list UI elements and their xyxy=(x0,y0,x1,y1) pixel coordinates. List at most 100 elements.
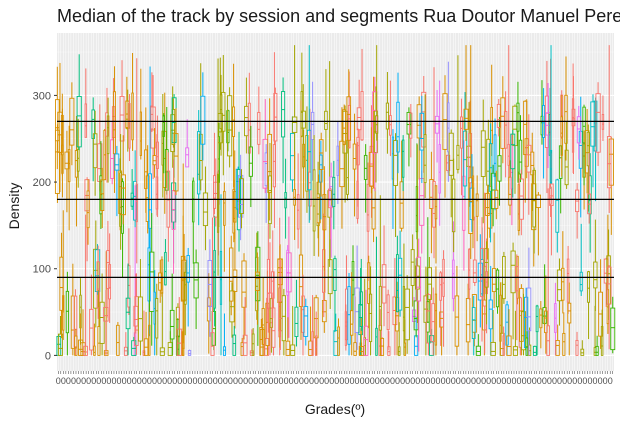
boxplot xyxy=(500,76,506,164)
box xyxy=(281,295,287,342)
boxplot xyxy=(322,166,327,271)
box xyxy=(106,250,110,289)
box xyxy=(150,105,154,130)
boxplot xyxy=(149,213,155,346)
box xyxy=(321,300,327,323)
x-tick-label: 0 xyxy=(370,376,375,386)
boxplot xyxy=(315,311,318,356)
x-tick-label: 0 xyxy=(218,376,223,386)
box xyxy=(285,340,291,356)
boxplot xyxy=(375,236,378,356)
boxplot xyxy=(381,225,387,327)
x-tick-label: 0 xyxy=(603,376,608,386)
boxplot xyxy=(57,315,64,356)
boxplot xyxy=(159,292,165,356)
boxplot xyxy=(313,294,319,356)
boxplot xyxy=(170,86,176,168)
boxplot xyxy=(187,349,192,356)
boxplot xyxy=(103,128,107,181)
boxplot xyxy=(270,230,275,319)
boxplot xyxy=(546,188,550,356)
box xyxy=(495,269,500,308)
x-tick-label: 0 xyxy=(203,376,208,386)
boxplot xyxy=(372,76,378,192)
y-axis-title: Density xyxy=(6,183,22,230)
boxplot xyxy=(366,162,370,281)
boxplot xyxy=(180,215,186,343)
box xyxy=(114,153,120,171)
box xyxy=(499,294,502,342)
box xyxy=(526,287,532,332)
x-tick-label: 0 xyxy=(491,376,496,386)
box xyxy=(239,178,244,214)
boxplot xyxy=(223,182,226,272)
box xyxy=(89,308,94,351)
x-axis-title: Grades(º) xyxy=(305,401,365,417)
boxplot xyxy=(439,270,442,346)
x-tick-label: 0 xyxy=(284,376,289,386)
box xyxy=(310,111,315,140)
reference-lines xyxy=(57,120,614,278)
box xyxy=(448,132,454,176)
box xyxy=(409,112,413,139)
box xyxy=(261,308,265,345)
box xyxy=(480,130,486,177)
box xyxy=(484,248,489,288)
boxplot xyxy=(143,311,149,356)
box xyxy=(83,345,88,356)
boxplot xyxy=(406,107,412,167)
box xyxy=(131,92,134,141)
boxplot xyxy=(490,309,496,356)
box xyxy=(502,335,505,356)
box xyxy=(305,135,309,192)
boxplot xyxy=(499,282,502,356)
x-tick-label: 0 xyxy=(461,376,466,386)
x-tick-label: 0 xyxy=(446,376,451,386)
x-tick-label: 0 xyxy=(582,376,587,386)
box xyxy=(496,103,501,128)
boxplot xyxy=(232,63,236,188)
boxplot xyxy=(202,166,209,251)
boxplot xyxy=(67,125,71,231)
boxplot xyxy=(496,98,501,137)
x-tick-label: 0 xyxy=(430,376,435,386)
box xyxy=(119,95,125,142)
boxplot xyxy=(93,323,96,356)
box xyxy=(346,96,352,141)
x-tick-label: 0 xyxy=(329,376,334,386)
boxplot xyxy=(368,266,373,356)
box xyxy=(431,303,436,342)
boxplot xyxy=(100,167,105,228)
x-tick-label: 0 xyxy=(481,376,486,386)
box xyxy=(96,261,100,309)
box xyxy=(254,271,260,291)
box xyxy=(164,251,167,286)
x-tick-label: 0 xyxy=(496,376,501,386)
box xyxy=(606,266,612,305)
boxplot xyxy=(139,68,142,160)
box xyxy=(397,346,401,356)
boxplot xyxy=(293,151,296,240)
box xyxy=(221,91,226,132)
box xyxy=(385,102,390,130)
x-tick-label: 0 xyxy=(360,376,365,386)
x-tick-label: 0 xyxy=(192,376,197,386)
boxplot xyxy=(510,129,516,198)
boxplot xyxy=(229,282,235,338)
box xyxy=(62,295,65,331)
box xyxy=(303,306,309,337)
box xyxy=(413,300,419,331)
box xyxy=(350,310,354,336)
box xyxy=(426,267,432,300)
box xyxy=(593,261,598,289)
box xyxy=(507,143,510,166)
box xyxy=(497,155,502,182)
boxplot xyxy=(339,107,345,229)
box xyxy=(223,190,226,226)
box xyxy=(232,334,237,356)
x-tick-label: 0 xyxy=(101,376,106,386)
x-tick-label: 0 xyxy=(405,376,410,386)
box xyxy=(368,293,373,343)
x-tick-label: 0 xyxy=(142,376,147,386)
